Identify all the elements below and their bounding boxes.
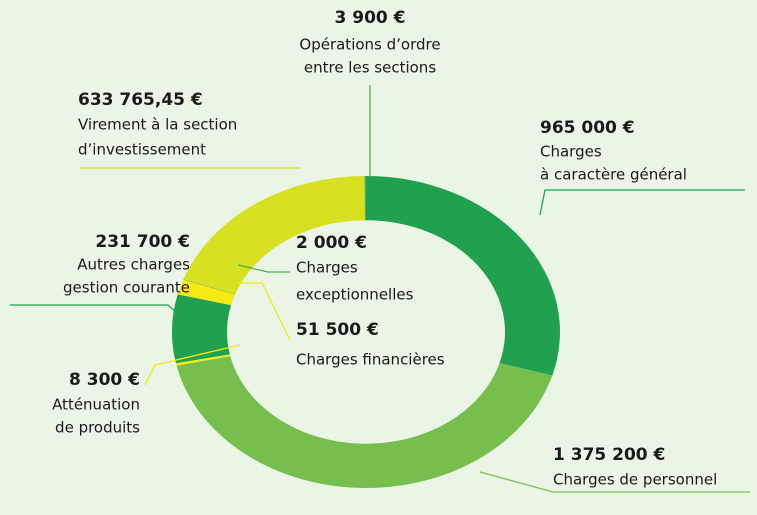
leader-line [144, 344, 241, 386]
leader-line [539, 189, 745, 216]
value-label: 231 700 € [95, 232, 190, 252]
slice [172, 294, 232, 364]
category-label: Charges de personnel [553, 471, 717, 489]
category-label: à caractère général [540, 166, 687, 184]
leader-line [479, 471, 750, 493]
value-label: 51 500 € [296, 320, 379, 340]
category-label: Charges [540, 143, 602, 161]
value-label: 965 000 € [540, 118, 635, 138]
value-label: 2 000 € [296, 233, 367, 253]
category-label: de produits [55, 419, 140, 437]
slice [364, 175, 366, 221]
category-label: entre les sections [304, 59, 436, 77]
value-label: 8 300 € [69, 370, 140, 390]
slice [183, 176, 365, 295]
category-label: Virement à la section [78, 116, 237, 134]
slice [183, 279, 236, 295]
slice [176, 356, 553, 488]
slice [177, 279, 236, 306]
category-label: Opérations d’ordre [299, 36, 440, 54]
category-label: exceptionnelles [296, 286, 414, 304]
category-label: Autres charges [77, 256, 190, 274]
category-label: Atténuation [52, 396, 140, 414]
leader-line [10, 304, 186, 321]
category-label: gestion courante [63, 279, 190, 297]
value-label: 633 765,45 € [78, 90, 203, 110]
donut [172, 175, 560, 488]
category-label: Charges financières [296, 351, 445, 369]
leader-line [238, 282, 291, 341]
slice [366, 175, 560, 376]
value-label: 1 375 200 € [553, 445, 665, 465]
category-label: d’investissement [78, 141, 206, 159]
slice [175, 354, 231, 366]
leader-line [237, 264, 290, 273]
value-label: 3 900 € [335, 8, 406, 28]
category-label: Charges [296, 259, 358, 277]
